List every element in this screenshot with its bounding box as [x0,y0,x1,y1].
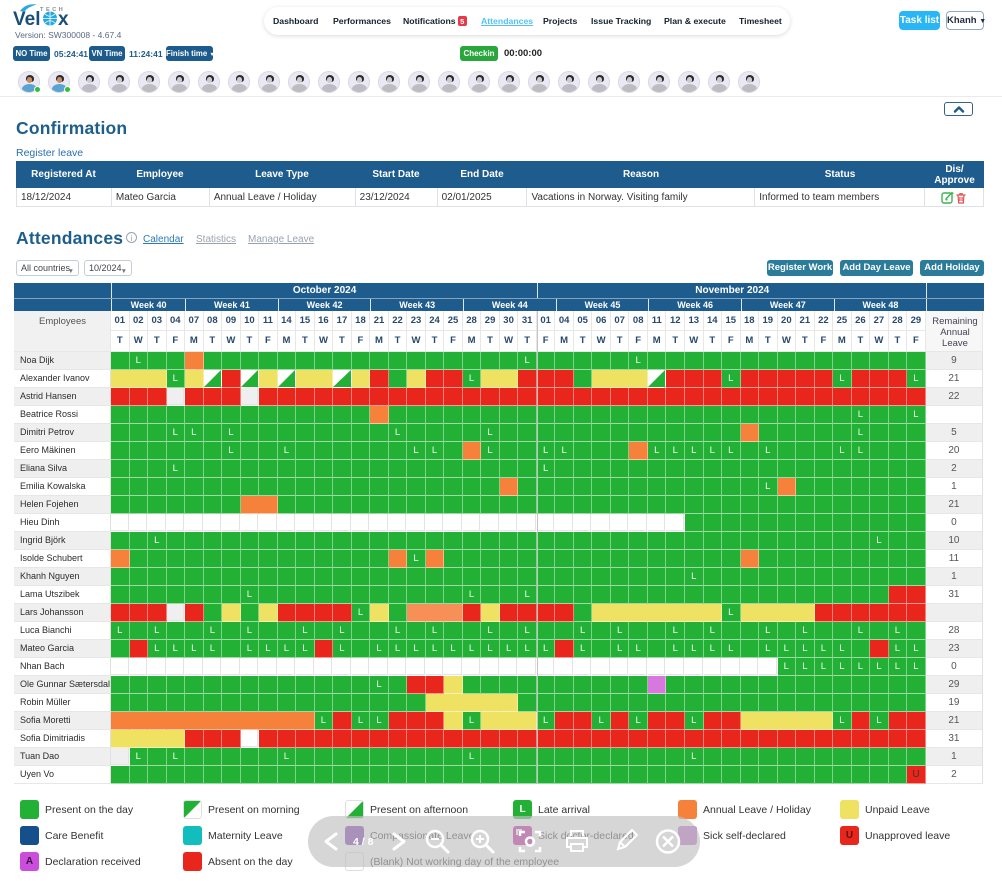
svg-text:Vel: Vel [13,9,40,30]
svg-text:TECH: TECH [40,7,65,13]
svg-text:x: x [58,9,69,30]
svg-text:4 / 8: 4 / 8 [353,836,374,848]
